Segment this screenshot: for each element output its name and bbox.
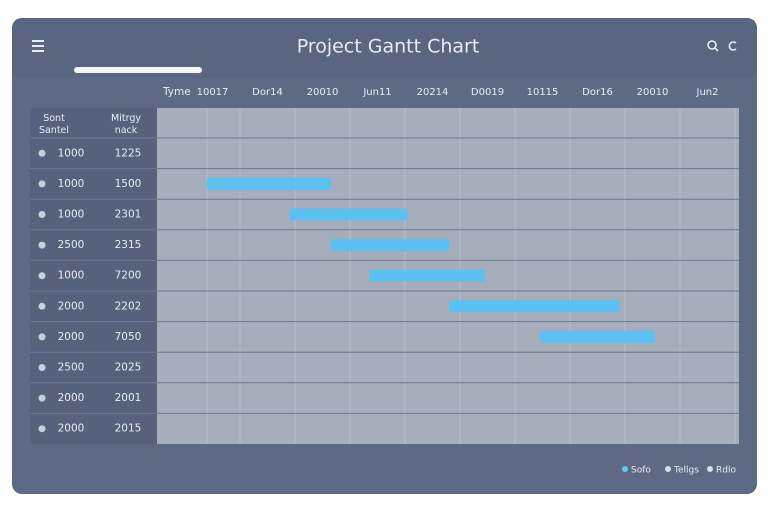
cell: 1500 <box>115 178 142 190</box>
column-label: 20010 <box>307 87 339 98</box>
legend-dot <box>665 466 671 472</box>
search-circle <box>707 40 717 50</box>
task-bar <box>539 330 656 343</box>
progress-bar <box>74 67 202 73</box>
column-label: 20010 <box>637 87 669 98</box>
cell: 2301 <box>115 209 142 221</box>
row-bullet <box>38 364 46 371</box>
legend-dot <box>707 466 713 472</box>
col-header: Sont Santel <box>39 113 69 136</box>
task-bar <box>449 300 620 313</box>
cell: 1000 <box>58 209 85 221</box>
cell: 2025 <box>115 362 142 374</box>
cell: 2500 <box>58 362 85 374</box>
column-label: Jun2 <box>696 87 719 98</box>
cell: 2202 <box>115 300 142 312</box>
row-bullet <box>38 272 46 280</box>
task-bar <box>207 177 331 190</box>
row-bullet <box>38 302 46 310</box>
refresh-icon[interactable] <box>728 41 737 51</box>
column-label: 10017 <box>197 87 229 98</box>
cell: 2000 <box>58 300 85 312</box>
title: Project Gantt Chart <box>297 36 480 58</box>
side-table <box>30 108 157 444</box>
column-label: Dor14 <box>252 87 283 98</box>
header-bar <box>12 18 757 78</box>
cell: 1000 <box>58 270 85 282</box>
cell: 2000 <box>58 423 85 435</box>
row-bullet <box>38 425 46 433</box>
task-bar <box>369 269 485 282</box>
column-label: D0019 <box>471 87 504 98</box>
corner-label: Tyme <box>162 86 191 98</box>
col-header: Mitrgy nack <box>111 113 141 136</box>
cell: 1000 <box>58 147 85 159</box>
task-bar <box>330 239 449 252</box>
column-label: 10115 <box>527 87 559 98</box>
cell: 1000 <box>58 178 85 190</box>
cell: 2500 <box>58 239 85 251</box>
cell: 2000 <box>58 392 85 404</box>
row-bullet <box>38 149 46 157</box>
search-icon[interactable] <box>707 40 719 52</box>
menu-icon[interactable] <box>32 40 44 52</box>
cell: 2001 <box>115 392 142 404</box>
column-label: Jun11 <box>362 87 391 98</box>
row-bullet <box>38 211 46 218</box>
legend-label: Sofo <box>631 466 651 476</box>
cell: 2015 <box>115 423 142 435</box>
legend-label: Rdlo <box>716 466 736 476</box>
cell: 1225 <box>115 147 142 159</box>
column-label: Dor16 <box>582 87 613 98</box>
row-bullet <box>38 241 46 249</box>
cell: 2000 <box>58 331 85 343</box>
legend-label: Tellgs <box>673 466 699 476</box>
refresh-arc <box>728 41 737 51</box>
row-bullet <box>38 333 46 341</box>
legend-dot <box>622 466 628 472</box>
task-bar <box>289 208 408 221</box>
cell: 7050 <box>115 331 142 343</box>
row-bullet <box>38 394 46 402</box>
row-bullet <box>38 180 46 188</box>
cell: 2315 <box>115 239 142 251</box>
cell: 7200 <box>115 270 142 282</box>
search-handle <box>714 47 719 52</box>
column-label: 20214 <box>417 87 449 98</box>
